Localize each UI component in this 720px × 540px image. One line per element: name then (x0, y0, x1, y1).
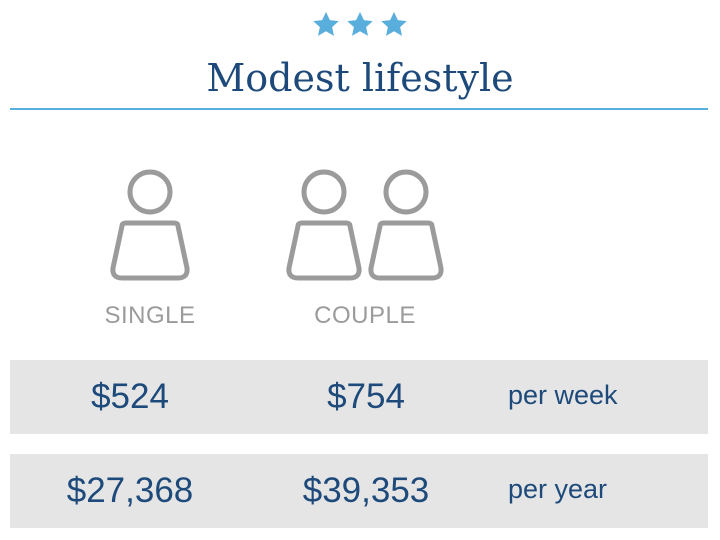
period-label: per year (508, 474, 608, 504)
period-label: per week (508, 380, 618, 410)
page-title: Modest lifestyle (206, 56, 514, 100)
title-divider (10, 108, 708, 110)
star-icon (381, 11, 408, 36)
column-label-couple: COUPLE (314, 302, 416, 329)
single-yearly-amount: $27,368 (66, 471, 194, 510)
table-row: $524 $754 per week (10, 360, 708, 434)
single-weekly-amount: $524 (91, 377, 169, 416)
table-row: $27,368 $39,353 per year (10, 454, 708, 528)
star-icon (312, 11, 339, 36)
column-label-single: SINGLE (104, 302, 196, 329)
couple-icon (286, 168, 448, 286)
couple-weekly-amount: $754 (327, 377, 405, 416)
rating-stars (0, 10, 720, 44)
star-icon (347, 11, 373, 36)
couple-yearly-amount: $39,353 (302, 471, 430, 510)
single-person-icon (104, 168, 196, 286)
